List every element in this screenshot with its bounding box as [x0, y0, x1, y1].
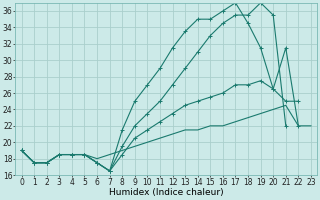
X-axis label: Humidex (Indice chaleur): Humidex (Indice chaleur): [109, 188, 224, 197]
